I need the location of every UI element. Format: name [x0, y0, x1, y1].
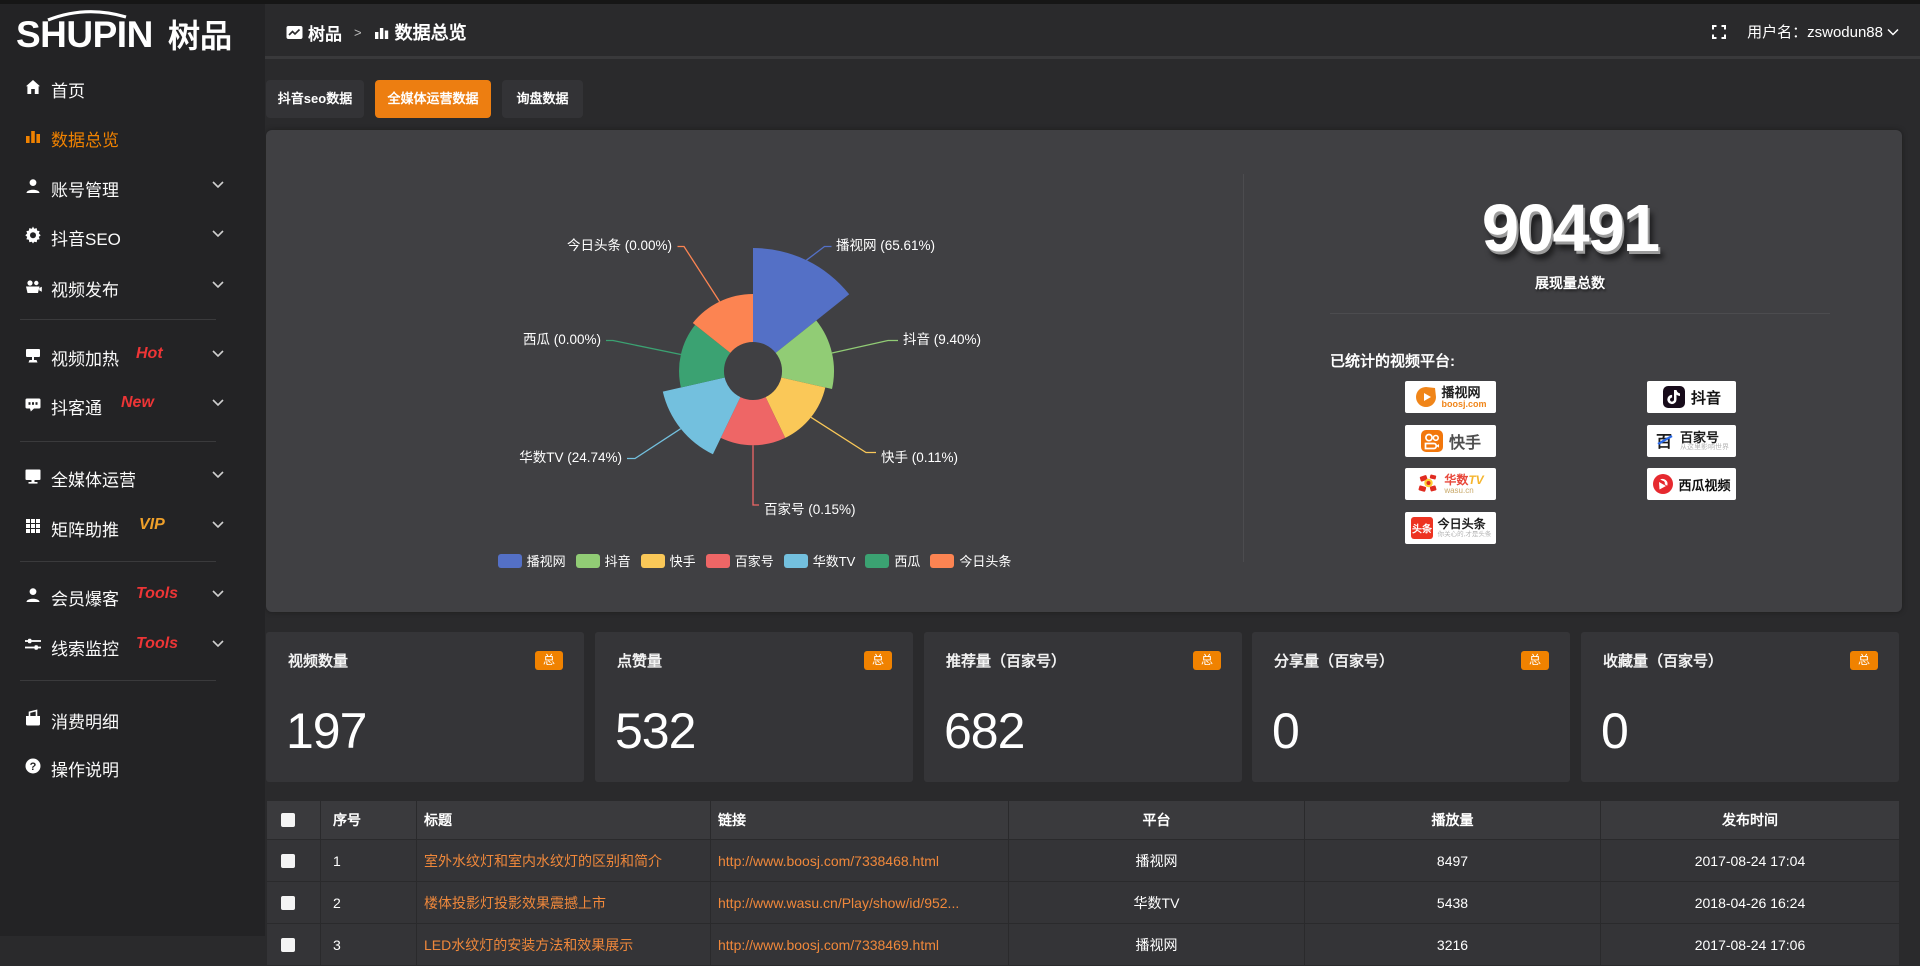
svg-text:播视网 (65.61%): 播视网 (65.61%) [836, 238, 935, 253]
svg-text:今日头条 (0.00%): 今日头条 (0.00%) [567, 237, 672, 253]
svg-text:?: ? [30, 761, 37, 773]
svg-text:SHUPIN: SHUPIN [16, 14, 153, 54]
svg-text:西瓜 (0.00%): 西瓜 (0.00%) [523, 332, 601, 347]
svg-text:快手 (0.11%): 快手 (0.11%) [881, 450, 958, 465]
svg-text:百家号 (0.15%): 百家号 (0.15%) [764, 501, 856, 517]
svg-text:头条: 头条 [1412, 523, 1433, 536]
svg-text:树品: 树品 [168, 18, 232, 54]
svg-text:华数TV (24.74%): 华数TV (24.74%) [519, 450, 622, 465]
svg-text:百: 百 [1656, 433, 1672, 451]
svg-text:抖音 (9.40%): 抖音 (9.40%) [903, 331, 981, 347]
